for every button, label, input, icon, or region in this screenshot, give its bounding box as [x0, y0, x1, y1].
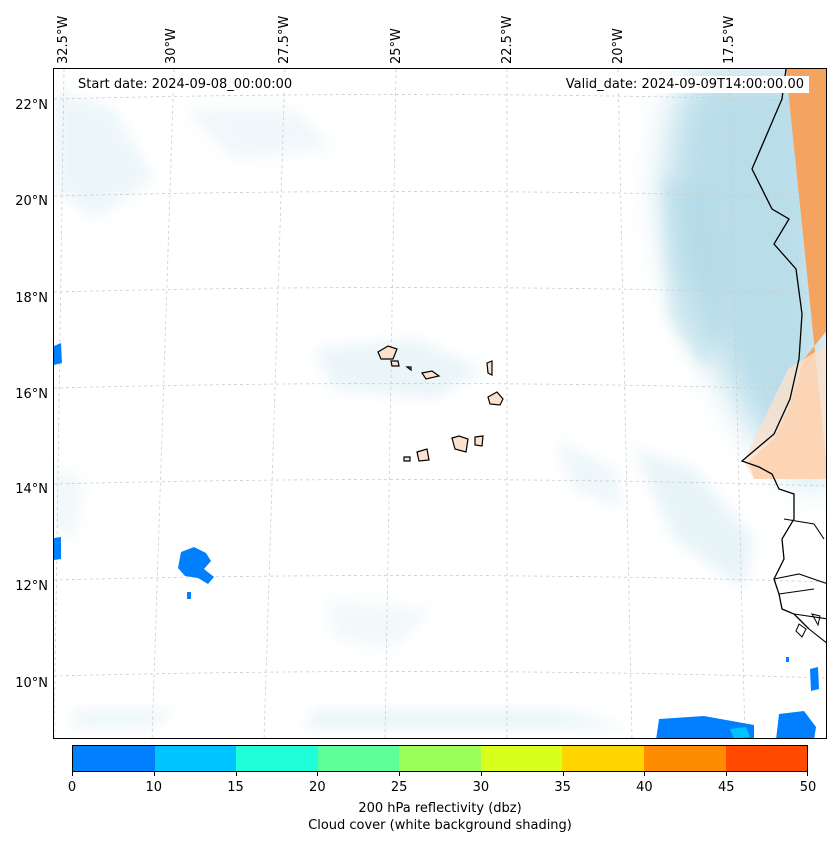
colorbar-segment-5: [480, 746, 563, 771]
lon-label-20w: 20°W: [611, 28, 626, 64]
colorbar-label-cloud-cover: Cloud cover (white background shading): [308, 818, 572, 833]
lat-label-16n: 16°N: [15, 387, 48, 402]
lon-label-27-5w: 27.5°W: [277, 15, 292, 64]
colorbar-label-reflectivity: 200 hPa reflectivity (dbz): [358, 801, 522, 816]
lon-label-17-5w: 17.5°W: [722, 15, 737, 64]
lon-label-32-5w: 32.5°W: [56, 15, 71, 64]
colorbar-segment-4: [399, 746, 481, 771]
colorbar-tick-mark: [562, 771, 564, 776]
colorbar-tick-mark: [399, 771, 401, 776]
valid-date-label: Valid_date: 2024-09-09T14:00:00.00: [560, 76, 809, 93]
reflectivity-area-light: [730, 727, 750, 738]
colorbar-tick-mark: [644, 771, 646, 776]
colorbar-tick-mark: [72, 771, 73, 776]
lat-label-20n: 20°N: [15, 194, 48, 209]
colorbar: [72, 745, 808, 772]
colorbar-segment-1: [154, 746, 237, 771]
colorbar-tick-label: 35: [554, 780, 571, 795]
start-date-label: Start date: 2024-09-08_00:00:00: [73, 76, 298, 93]
colorbar-tick-label: 20: [309, 780, 326, 795]
africa-land: [740, 69, 826, 644]
colorbar-tick-mark: [807, 771, 808, 776]
reflectivity-areas: [54, 343, 819, 738]
cloud-cover-shading: [54, 69, 826, 729]
lat-label-22n: 22°N: [15, 98, 48, 113]
lat-label-10n: 10°N: [15, 676, 48, 691]
colorbar-tick-mark: [235, 771, 237, 776]
colorbar-tick-label: 0: [67, 780, 77, 795]
colorbar-tick-label: 15: [227, 780, 244, 795]
map-panel: [53, 68, 827, 739]
colorbar-tick-label: 10: [145, 780, 163, 795]
colorbar-tick-mark: [480, 771, 482, 776]
colorbar-segment-2: [236, 746, 318, 771]
lat-label-14n: 14°N: [15, 482, 48, 497]
colorbar-segment-7: [643, 746, 726, 771]
colorbar-tick-label: 25: [390, 780, 408, 795]
colorbar-segment-3: [317, 746, 400, 771]
map-canvas: [54, 69, 826, 738]
lat-label-12n: 12°N: [15, 579, 48, 594]
colorbar-segment-6: [562, 746, 644, 771]
colorbar-tick-mark: [153, 771, 155, 776]
cape-verde-islands: [377, 345, 504, 462]
colorbar-tick-mark: [317, 771, 319, 776]
colorbar-tick-label: 50: [799, 780, 817, 795]
colorbar-segment-8: [725, 746, 808, 771]
colorbar-segment-0: [73, 746, 155, 771]
colorbar-tick-label: 45: [717, 780, 735, 795]
map-gridlines: [54, 69, 826, 738]
lon-label-22-5w: 22.5°W: [500, 15, 515, 64]
colorbar-tick-mark: [726, 771, 728, 776]
lat-label-18n: 18°N: [15, 291, 48, 306]
colorbar-tick-label: 30: [472, 780, 490, 795]
colorbar-tick-label: 40: [636, 780, 653, 795]
lon-label-25w: 25°W: [389, 28, 404, 64]
lon-label-30w: 30°W: [164, 28, 179, 64]
